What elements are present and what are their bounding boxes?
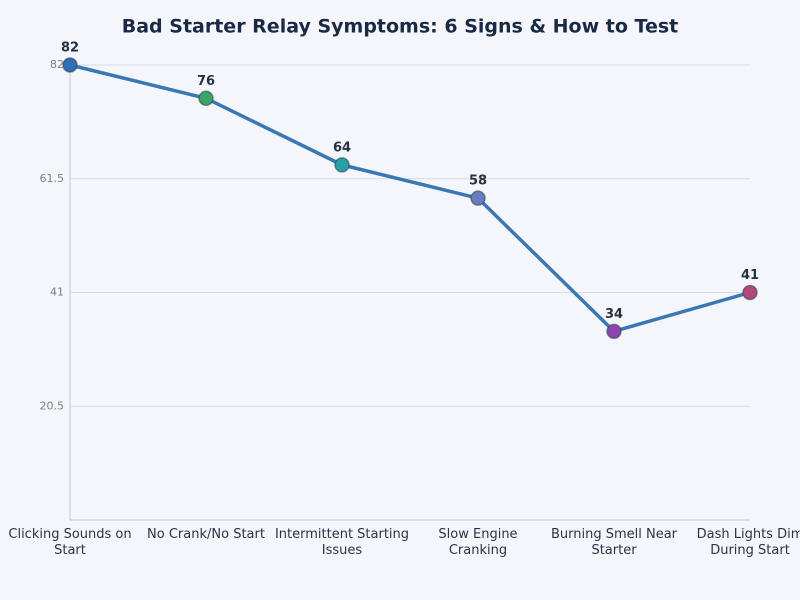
x-tick-label: Intermittent Starting Issues [274,527,410,558]
data-label: 82 [61,41,79,56]
y-tick-label: 41 [50,286,64,299]
point [198,90,214,107]
y-tick-label: 61.5 [40,172,65,185]
data-label: 41 [741,268,759,283]
x-tick-label: Clicking Sounds on Start [8,527,132,558]
point [742,284,758,301]
x-tick-label: Burning Smell Near Starter [550,527,678,558]
data-label: 76 [197,74,215,89]
y-tick-label: 20.5 [40,399,65,412]
data-label: 34 [605,307,623,322]
data-label: 58 [469,174,487,189]
x-tick-label: Slow Engine Cranking [438,527,518,558]
line [69,63,751,334]
x-tick-label: Dash Lights Dim During Start [696,527,800,558]
chart-title: Bad Starter Relay Symptoms: 6 Signs & Ho… [122,16,678,38]
x-tick-label: No Crank/No Start [147,527,265,542]
point [334,157,350,173]
y-tick-label: 82 [50,58,64,71]
point [62,57,78,73]
point [606,323,622,340]
data-label: 64 [333,140,351,155]
point [470,190,486,206]
